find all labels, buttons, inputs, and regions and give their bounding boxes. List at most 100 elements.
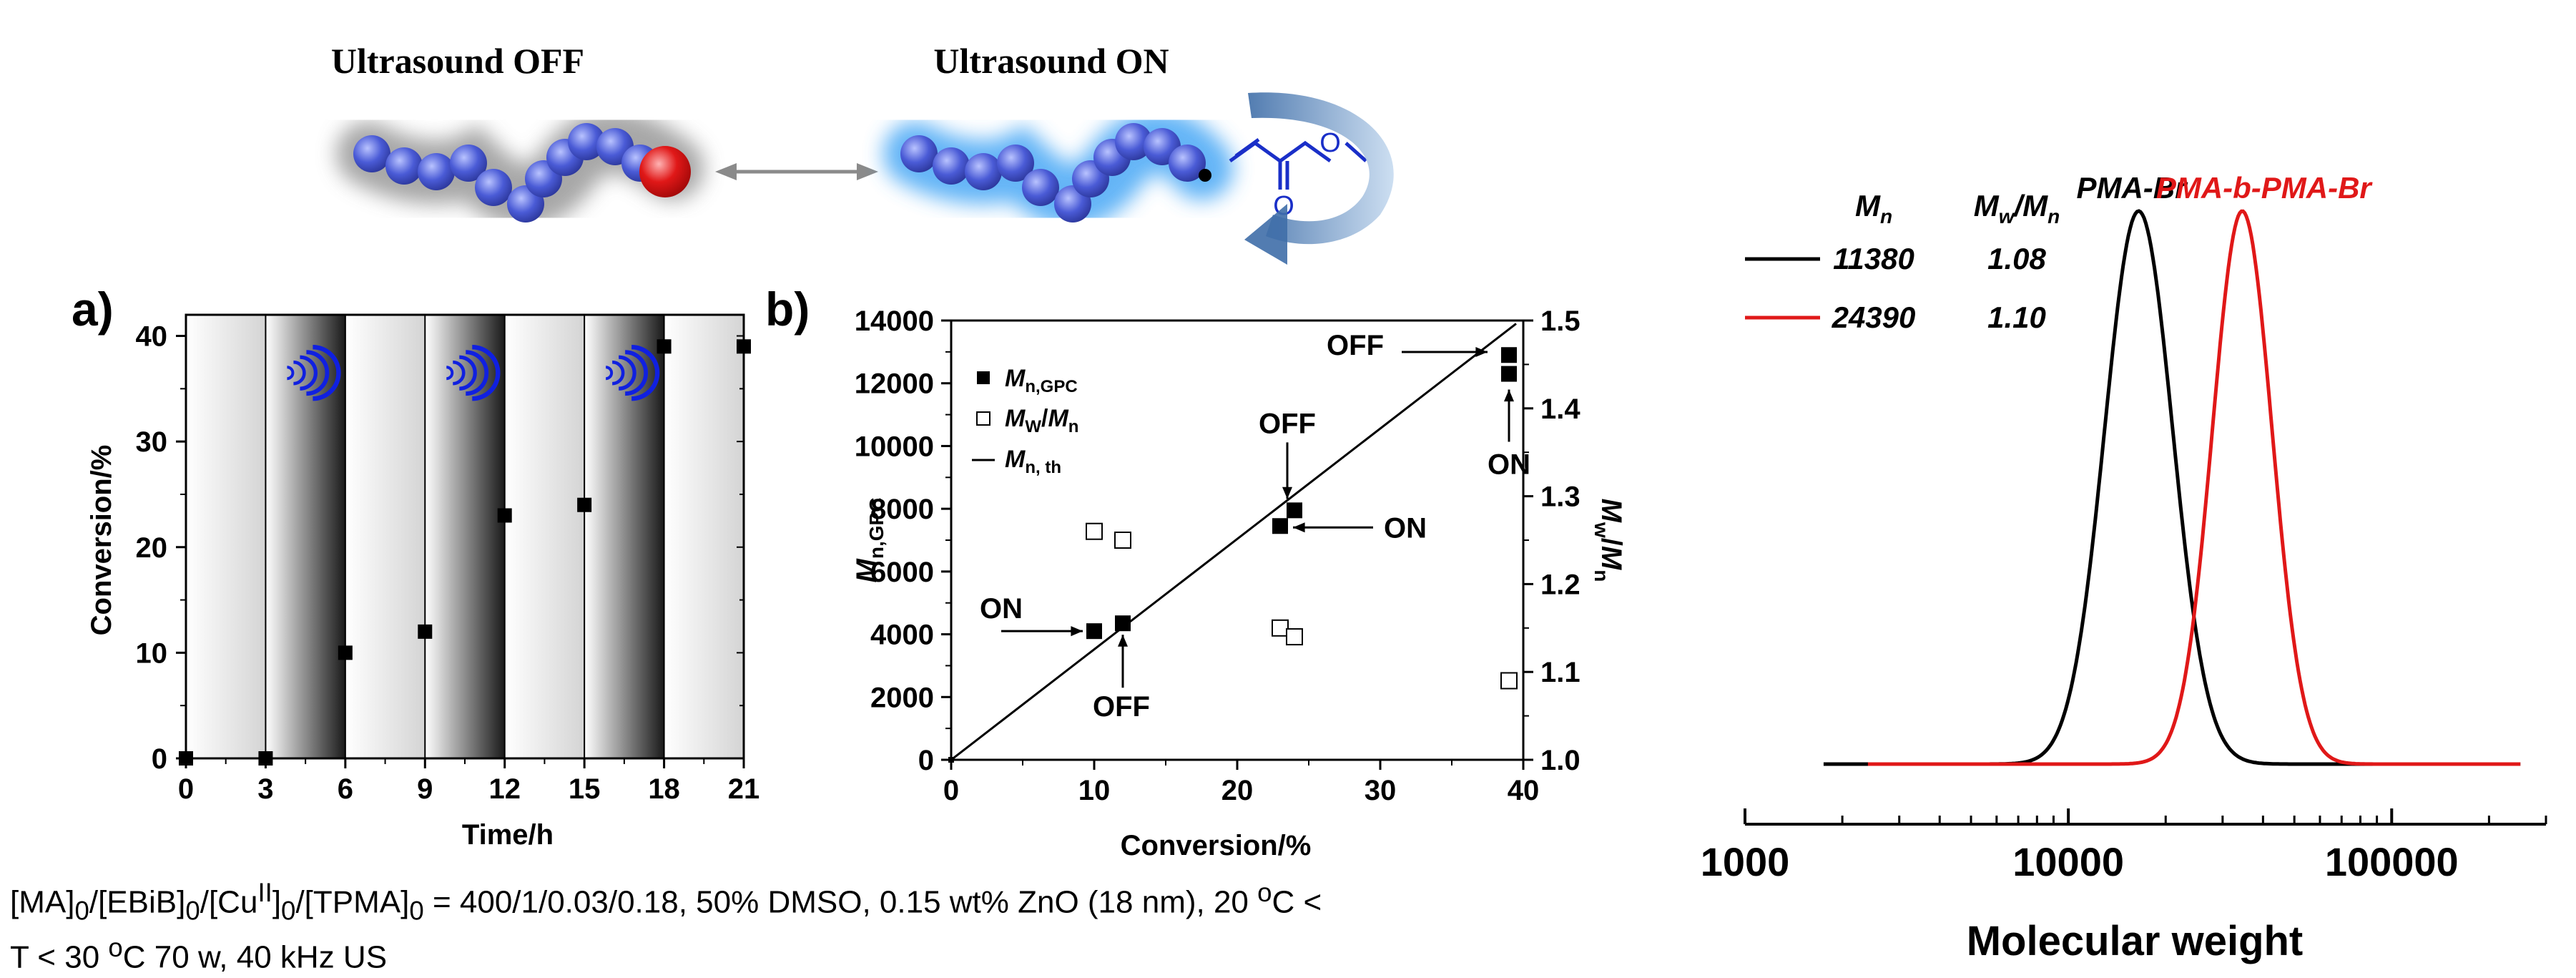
y-tick-label: 40	[136, 321, 168, 353]
annotation-arrow	[1503, 389, 1515, 442]
annotation-label: OFF	[1259, 408, 1316, 439]
dispersity-point	[1114, 532, 1131, 549]
monomer-bead	[1169, 145, 1206, 182]
methyl-acrylate-monomer: O O	[1229, 128, 1367, 221]
ultrasound-on-band	[265, 315, 345, 758]
dispersity-value: 1.08	[1987, 242, 2046, 275]
y-tick-label-left: 6000	[870, 557, 934, 588]
x-tick-label: 18	[648, 773, 680, 805]
monomer-bead	[450, 145, 487, 182]
sound-waves-icon	[446, 344, 501, 401]
conversion-point	[179, 751, 193, 766]
ultrasound-on-band	[425, 315, 505, 758]
label-ultrasound-on: Ultrasound ON	[933, 41, 1169, 81]
panel-b-xlabel: Conversion/%	[1121, 830, 1312, 861]
conversion-point	[418, 624, 433, 639]
x-tick-label: 15	[569, 773, 601, 805]
x-tick-label: 10	[1078, 775, 1111, 806]
annotation-arrow	[1402, 347, 1488, 358]
panel-b-label: b)	[765, 283, 810, 336]
y-tick-label-left: 8000	[870, 494, 934, 525]
trace-label: PMA-Br	[2076, 171, 2188, 205]
annotation-arrow	[1282, 442, 1293, 499]
ultrasound-on-band	[584, 315, 664, 758]
ultrasound-off-band	[345, 315, 426, 758]
mn-gpc-point	[1287, 502, 1302, 519]
panel-a-label: a)	[72, 283, 114, 336]
mn-gpc-point	[948, 757, 954, 763]
y-tick-label-right: 1.3	[1540, 481, 1580, 513]
y-tick-label-left: 4000	[870, 620, 934, 651]
x-tick-label: 20	[1221, 775, 1254, 806]
monomer-bead	[900, 135, 938, 172]
panel-a-xlabel: Time/h	[462, 819, 554, 851]
x-tick-label: 6	[338, 773, 353, 805]
y-tick-label: 0	[152, 743, 167, 775]
radical-dot	[1199, 169, 1211, 182]
x-tick-label: 30	[1365, 775, 1397, 806]
x-tick-label: 3	[257, 773, 273, 805]
theoretical-mn-line	[950, 323, 1517, 761]
mn-value: 11380	[1833, 242, 1914, 275]
label-ultrasound-off: Ultrasound OFF	[331, 41, 584, 81]
conversion-point	[497, 508, 512, 523]
y-tick-label-left: 2000	[870, 682, 934, 713]
annotation-label: OFF	[1327, 330, 1384, 361]
x-tick-label: 10000	[2012, 839, 2124, 884]
annotation-arrow	[1001, 626, 1083, 637]
dispersity-point	[1286, 628, 1303, 646]
dispersity-value: 1.10	[1987, 300, 2046, 334]
panel-a-ylabel: Conversion/%	[86, 445, 117, 636]
ultrasound-off-band	[664, 315, 744, 758]
monomer-bead	[1115, 123, 1152, 160]
x-tick-label: 1000	[1701, 839, 1790, 884]
panel-c-xlabel: Molecular weight	[1967, 918, 2304, 964]
conversion-point	[258, 751, 273, 766]
x-tick-label: 0	[178, 773, 194, 805]
monomer-bead	[475, 169, 512, 206]
legend-label: MW/Mn	[1005, 405, 1078, 436]
svg-text:O: O	[1319, 128, 1341, 158]
ultrasound-off-band	[186, 315, 266, 758]
y-tick-label-right: 1.0	[1540, 745, 1580, 776]
ultrasound-off-band	[504, 315, 585, 758]
circular-arrow-icon	[1244, 92, 1394, 265]
legend-label: Mn,GPC	[1005, 365, 1078, 396]
equilibrium-arrow	[715, 163, 878, 180]
annotation-label: ON	[980, 593, 1023, 625]
conversion-point	[737, 339, 751, 354]
y-tick-label-left: 0	[918, 745, 934, 776]
y-tick-label-left: 10000	[855, 431, 934, 462]
y-tick-label-left: 14000	[855, 305, 934, 337]
panel-c-gpc-traces: Mn Mw/Mn 11380 1.08 24390 1.10 PMA-BrPMA-b-…	[1701, 171, 2547, 964]
mn-value: 24390	[1832, 300, 1916, 334]
monomer-bead	[965, 153, 1002, 190]
dispersity-point	[1272, 619, 1289, 637]
monomer-bead	[385, 147, 423, 185]
x-tick-label: 21	[728, 773, 760, 805]
gpc-table-header: Mn Mw/Mn	[1855, 189, 2060, 228]
y-tick-label-right: 1.4	[1540, 393, 1580, 425]
monomer-bead	[1022, 169, 1059, 206]
x-tick-label: 40	[1508, 775, 1540, 806]
y-tick-label: 30	[136, 426, 168, 458]
halogen-end-group	[639, 146, 691, 197]
annotation-arrow	[1117, 635, 1129, 688]
svg-text:Mn: Mn	[1855, 189, 1892, 228]
y-tick-label-right: 1.1	[1540, 657, 1580, 688]
y-tick-label-right: 1.2	[1540, 569, 1580, 600]
conversion-point	[338, 645, 353, 660]
conversion-point	[657, 339, 672, 354]
annotation-label: ON	[1488, 449, 1530, 481]
active-chain	[883, 109, 1234, 228]
conversion-point	[577, 497, 592, 512]
monomer-bead	[933, 147, 970, 185]
annotation-label: OFF	[1093, 691, 1150, 723]
trace-label: PMA-b-PMA-Br	[2156, 171, 2374, 205]
monomer-bead	[353, 135, 390, 172]
legend-label: Mn, th	[1005, 446, 1061, 477]
panel-b-legend: Mn,GPC MW/Mn Mn, th	[972, 365, 1078, 477]
panel-b-ylabel-left: Mn,GPC	[851, 498, 888, 583]
monomer-bead	[997, 145, 1034, 182]
